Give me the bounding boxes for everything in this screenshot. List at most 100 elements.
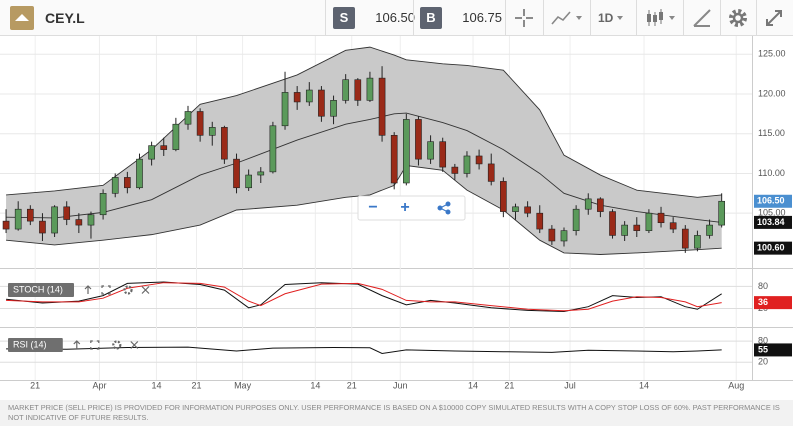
logo	[10, 0, 34, 35]
y-tick-label: 125.00	[758, 49, 786, 59]
dropdown-icon	[617, 15, 624, 20]
candle-body	[51, 206, 58, 234]
move-up-icon	[73, 340, 81, 349]
chart-type-button[interactable]	[550, 0, 584, 35]
separator	[505, 0, 506, 35]
candle-body	[694, 235, 701, 249]
band-area	[6, 47, 722, 255]
separator	[720, 0, 721, 35]
indicator-line	[6, 282, 722, 312]
candle-body	[124, 177, 131, 189]
crosshair-icon	[515, 8, 533, 27]
buy-button[interactable]: B 106.75	[420, 0, 502, 35]
line-chart-icon	[551, 10, 582, 25]
candle-body	[233, 158, 240, 189]
interval-button[interactable]: 1D	[598, 0, 627, 35]
expand-icon	[101, 285, 111, 295]
band-lower	[6, 165, 722, 255]
overlay-controls	[357, 195, 466, 221]
settings-icon	[729, 8, 747, 27]
candle-body	[305, 89, 313, 103]
indicator-icons	[84, 285, 150, 295]
indicator-badge	[8, 338, 63, 352]
close-icon	[130, 341, 139, 349]
candle-body	[148, 145, 155, 160]
band-upper	[6, 46, 722, 198]
value-tag	[754, 296, 792, 310]
indicator-line	[6, 346, 722, 354]
zoom-out[interactable]: −	[368, 199, 377, 216]
value-tag-label: 36	[758, 297, 768, 307]
share-dot	[437, 205, 443, 211]
candle-body	[415, 119, 422, 160]
candle-body	[257, 171, 265, 176]
indicator-line	[6, 281, 722, 312]
candle-type-button[interactable]	[643, 0, 677, 35]
y-tick-label: 80	[758, 281, 768, 291]
separator	[413, 0, 414, 35]
candle-body	[342, 79, 350, 101]
candle-body	[390, 135, 398, 184]
fullscreen-button[interactable]	[762, 0, 786, 35]
toolbar: CEY.L S 106.50 B 106.75 1D	[0, 0, 793, 36]
price-label-text: 100.60	[757, 243, 785, 253]
draw-icon	[693, 8, 711, 27]
indicator-title: STOCH (14)	[13, 284, 63, 294]
candle-body	[657, 212, 665, 224]
settings-icon	[112, 340, 122, 350]
draw-button[interactable]	[690, 0, 714, 35]
sell-button[interactable]: S 106.50	[333, 0, 415, 35]
candle-body	[196, 111, 204, 136]
price-label	[754, 194, 792, 208]
move-up-icon	[84, 285, 92, 294]
crosshair-button[interactable]	[512, 0, 536, 35]
candle-body	[633, 224, 641, 231]
candle-body	[221, 127, 228, 160]
value-tag	[754, 343, 792, 357]
sell-price: 106.50	[375, 10, 415, 25]
settings-icon	[123, 285, 133, 295]
value-tag-label: 55	[758, 344, 768, 354]
zoom-in[interactable]: +	[400, 199, 409, 216]
indicator-badge	[8, 283, 74, 297]
share-button[interactable]	[437, 201, 451, 215]
x-tick-label: 14	[639, 380, 649, 390]
candle-body	[2, 220, 10, 230]
x-tick-label: 21	[191, 380, 201, 390]
candle-body	[14, 208, 22, 230]
candle-body	[645, 212, 653, 231]
candle-body	[39, 220, 46, 234]
candle-body	[208, 127, 216, 136]
candle-body	[378, 77, 386, 136]
candle-body	[584, 198, 592, 210]
settings-button[interactable]	[726, 0, 750, 35]
y-tick-label: 20	[758, 357, 768, 367]
x-tick-label: 21	[347, 380, 357, 390]
x-tick-label: Jul	[564, 380, 576, 390]
candle-body	[269, 125, 277, 173]
candle-body	[427, 141, 434, 160]
candle-body	[99, 193, 107, 216]
candle-body	[536, 212, 544, 230]
close-icon	[141, 286, 150, 294]
separator	[636, 0, 637, 35]
band-middle	[6, 112, 722, 223]
disclaimer: MARKET PRICE (SELL PRICE) IS PROVIDED FO…	[0, 400, 793, 426]
candle-body	[402, 119, 410, 184]
candle-body	[245, 174, 252, 189]
candle-body	[621, 224, 628, 236]
x-tick-label: Aug	[728, 380, 744, 390]
indicator-icons	[73, 340, 139, 350]
candle-body	[330, 100, 337, 117]
y-tick-label: 120.00	[758, 88, 786, 98]
candle-body	[172, 123, 180, 150]
candle-body	[500, 181, 507, 212]
candle-body	[451, 166, 459, 174]
candle-body	[136, 158, 143, 189]
candle-body	[572, 208, 580, 231]
candle-body	[318, 89, 325, 117]
y-tick-label: 110.00	[758, 168, 785, 178]
candle-body	[597, 198, 604, 212]
candle-icon	[647, 8, 675, 26]
